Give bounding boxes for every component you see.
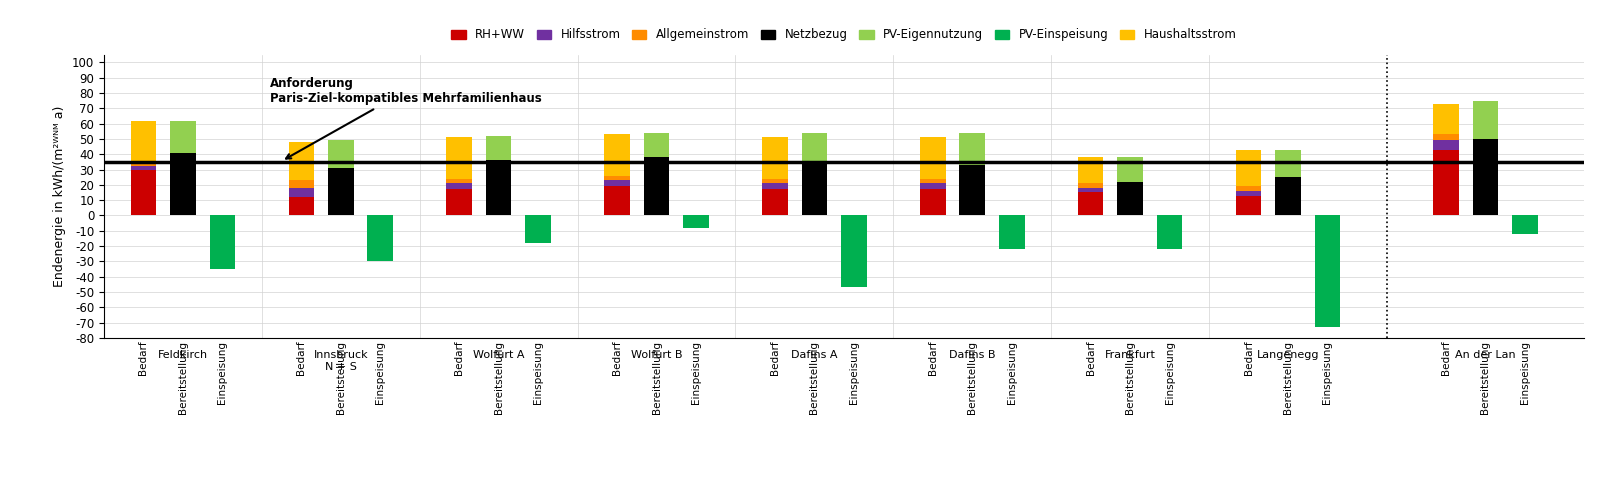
Bar — [486, 136, 512, 161]
Text: Anforderung
Paris-Ziel-kompatibles Mehrfamilienhaus: Anforderung Paris-Ziel-kompatibles Mehrf… — [270, 77, 541, 159]
Bar — [170, 153, 195, 216]
Bar — [368, 216, 394, 261]
Bar — [1117, 182, 1142, 216]
Bar — [525, 216, 550, 243]
Bar — [1078, 192, 1104, 216]
Bar — [446, 137, 472, 179]
Bar — [1117, 157, 1142, 182]
Bar — [1235, 195, 1261, 216]
Bar — [802, 133, 827, 164]
Bar — [131, 164, 157, 166]
Bar — [288, 142, 314, 180]
Bar — [1235, 150, 1261, 186]
Bar — [762, 137, 787, 179]
Bar — [683, 216, 709, 228]
Bar — [762, 183, 787, 189]
Bar — [1434, 104, 1459, 134]
Bar — [1235, 191, 1261, 195]
Bar — [288, 197, 314, 216]
Bar — [762, 189, 787, 216]
Bar — [1078, 183, 1104, 188]
Bar — [920, 189, 946, 216]
Bar — [1235, 186, 1261, 191]
Bar — [643, 133, 669, 157]
Bar — [131, 120, 157, 164]
Bar — [1275, 177, 1301, 216]
Bar — [210, 216, 235, 269]
Bar — [643, 157, 669, 216]
Bar — [842, 216, 867, 287]
Text: Frankfurt: Frankfurt — [1104, 350, 1155, 360]
Bar — [1078, 188, 1104, 192]
Bar — [605, 175, 630, 180]
Bar — [446, 189, 472, 216]
Text: Langenegg: Langenegg — [1256, 350, 1320, 360]
Bar — [605, 180, 630, 186]
Y-axis label: Endenergie in kWh/(m²ᵂᴺᴹ a): Endenergie in kWh/(m²ᵂᴺᴹ a) — [53, 106, 67, 287]
Bar — [1157, 216, 1182, 249]
Text: Innsbruck
N + S: Innsbruck N + S — [314, 350, 368, 372]
Bar — [1472, 139, 1498, 216]
Bar — [960, 165, 986, 216]
Bar — [486, 161, 512, 216]
Bar — [1434, 134, 1459, 141]
Bar — [605, 186, 630, 216]
Text: Feldkirch: Feldkirch — [158, 350, 208, 360]
Bar — [170, 120, 195, 153]
Text: Dafins A: Dafins A — [790, 350, 838, 360]
Bar — [446, 179, 472, 183]
Legend: RH+WW, Hilfsstrom, Allgemeinstrom, Netzbezug, PV-Eigennutzung, PV-Einspeisung, H: RH+WW, Hilfsstrom, Allgemeinstrom, Netzb… — [446, 24, 1242, 46]
Bar — [1472, 100, 1498, 139]
Text: Dafins B: Dafins B — [949, 350, 995, 360]
Bar — [998, 216, 1024, 249]
Bar — [328, 141, 354, 168]
Bar — [288, 180, 314, 188]
Text: An der Lan: An der Lan — [1454, 350, 1515, 360]
Bar — [762, 179, 787, 183]
Bar — [446, 183, 472, 189]
Bar — [1078, 157, 1104, 183]
Bar — [605, 134, 630, 175]
Bar — [1275, 150, 1301, 177]
Bar — [1315, 216, 1341, 327]
Bar — [1512, 216, 1538, 234]
Bar — [1434, 141, 1459, 150]
Text: Wolfurt B: Wolfurt B — [630, 350, 682, 360]
Bar — [1434, 150, 1459, 216]
Bar — [131, 169, 157, 216]
Text: Wolfurt A: Wolfurt A — [474, 350, 525, 360]
Bar — [920, 137, 946, 179]
Bar — [288, 188, 314, 197]
Bar — [920, 183, 946, 189]
Bar — [131, 166, 157, 169]
Bar — [328, 168, 354, 216]
Bar — [802, 164, 827, 216]
Bar — [960, 133, 986, 165]
Bar — [920, 179, 946, 183]
